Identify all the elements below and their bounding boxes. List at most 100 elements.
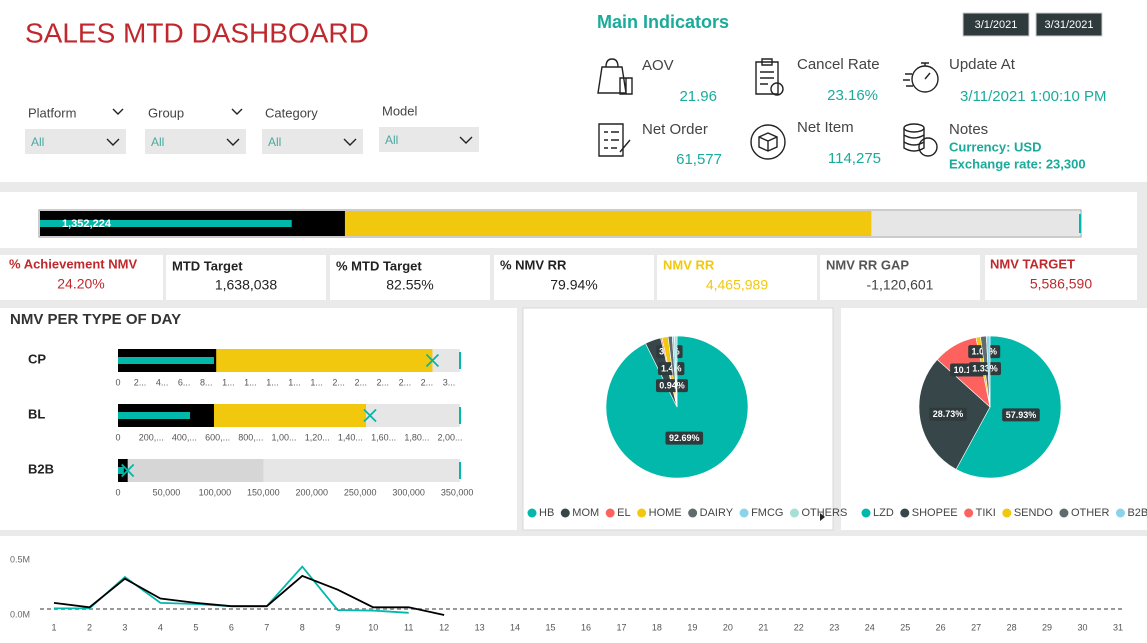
chevron — [343, 138, 357, 146]
label-bg — [929, 407, 967, 421]
row-label: BL — [28, 406, 45, 421]
date-box[interactable] — [962, 12, 1030, 37]
clipboard-icon — [755, 58, 784, 96]
chevron — [226, 138, 240, 146]
cube-icon — [750, 124, 786, 160]
date-box[interactable] — [1035, 12, 1103, 37]
legend-swatch — [560, 508, 570, 518]
x-tick-label: 11 — [404, 622, 413, 632]
x-tick-label: 250,000 — [344, 487, 377, 497]
legend-label: MOM — [572, 507, 599, 519]
stopwatch-icon — [903, 62, 939, 93]
x-tick-label: 0 — [115, 432, 120, 442]
filter-value[interactable]: All — [385, 133, 398, 147]
start-date[interactable]: 3/1/2021 — [975, 19, 1018, 31]
note-line: Currency: USD — [949, 139, 1041, 154]
legend-label: SHOPEE — [912, 507, 958, 519]
chevron — [106, 138, 120, 146]
legend-label: EL — [617, 507, 630, 519]
x-tick-label: 1 — [51, 622, 56, 632]
indicator-value: 21.96 — [679, 88, 717, 105]
coins-icon — [903, 123, 938, 157]
filter-value[interactable]: All — [31, 135, 44, 149]
indicator-label: Net Order — [642, 121, 708, 138]
value-label: 1,352,224 — [62, 218, 112, 230]
kpi-value: 5,586,590 — [1030, 276, 1092, 292]
x-tick-label: 20 — [723, 622, 733, 632]
label-bg — [657, 362, 685, 376]
data-label: 28.73% — [933, 409, 964, 419]
end-date[interactable]: 3/31/2021 — [1045, 19, 1094, 31]
data-label: 57.93% — [1006, 410, 1037, 420]
section-title: NMV PER TYPE OF DAY — [10, 311, 181, 328]
x-tick-label: 50,000 — [153, 487, 181, 497]
legend-label: FMCG — [751, 507, 783, 519]
kpi-card — [985, 255, 1137, 300]
x-tick-label: 1,20... — [305, 432, 330, 442]
x-tick-label: 2... — [354, 377, 367, 387]
x-tick-label: 29 — [1042, 622, 1052, 632]
indicator-value: 23.16% — [827, 87, 878, 104]
label-bg — [665, 431, 704, 445]
kpi-label: NMV TARGET — [990, 256, 1075, 271]
x-tick-label: 4 — [158, 622, 163, 632]
dashboard-title: SALES MTD DASHBOARD — [25, 17, 369, 48]
indicator-value: 114,275 — [828, 150, 881, 167]
legend-scroll-arrow[interactable] — [820, 513, 825, 521]
x-tick-label: 7 — [264, 622, 269, 632]
x-tick-label: 15 — [546, 622, 556, 632]
x-tick-label: 2... — [399, 377, 412, 387]
x-tick-label: 14 — [510, 622, 520, 632]
icon-stroke — [903, 128, 925, 152]
filter-value[interactable]: All — [268, 135, 281, 149]
value-bar — [118, 357, 214, 364]
icon-stroke — [755, 58, 779, 95]
x-tick-label: 19 — [687, 622, 697, 632]
kpi-label: % MTD Target — [336, 258, 422, 273]
x-tick-label: 2... — [332, 377, 345, 387]
data-label: 1.33% — [972, 363, 998, 373]
indicator-label: Notes — [949, 121, 988, 138]
x-tick-label: 21 — [758, 622, 768, 632]
icon-stroke — [758, 132, 778, 152]
icon-stroke — [903, 62, 931, 87]
range-bar — [118, 459, 264, 482]
value-bar — [118, 467, 124, 474]
series-line — [53, 574, 445, 616]
filter-label: Category — [265, 105, 318, 120]
kpi-card — [657, 255, 817, 300]
indicator-value: 3/11/2021 1:00:10 PM — [960, 88, 1107, 105]
kpi-value: -1,120,601 — [867, 277, 934, 293]
legend-swatch — [637, 508, 647, 518]
icon-stroke — [918, 137, 938, 157]
filter-label: Model — [382, 103, 418, 118]
indicator-value: 61,577 — [676, 151, 722, 168]
icon-stroke — [597, 58, 633, 95]
kpi-value: 24.20% — [57, 276, 104, 292]
x-tick-label: 16 — [581, 622, 591, 632]
y-tick-label: 0.0M — [10, 609, 30, 619]
x-tick-label: 2,00... — [438, 432, 463, 442]
chevron — [459, 136, 473, 144]
kpi-value: 82.55% — [386, 277, 433, 293]
x-tick-label: 8... — [200, 377, 213, 387]
x-tick-label: 12 — [439, 622, 449, 632]
legend-swatch — [1115, 508, 1125, 518]
x-tick-label: 300,000 — [392, 487, 425, 497]
indicator-label: Update At — [949, 56, 1016, 73]
legend-label: OTHER — [1071, 507, 1110, 519]
row-label: CP — [28, 351, 46, 366]
x-tick-label: 10 — [368, 622, 378, 632]
x-tick-label: 1... — [310, 377, 323, 387]
x-tick-label: 800,... — [238, 432, 263, 442]
legend-label: HB — [539, 507, 554, 519]
legend-swatch — [688, 508, 698, 518]
legend-swatch — [739, 508, 749, 518]
icon-stroke — [770, 82, 784, 96]
x-tick-label: 0 — [115, 487, 120, 497]
data-label: 10.17% — [954, 365, 985, 375]
filter-value[interactable]: All — [151, 135, 164, 149]
x-tick-label: 23 — [829, 622, 839, 632]
label-bg — [655, 379, 688, 393]
